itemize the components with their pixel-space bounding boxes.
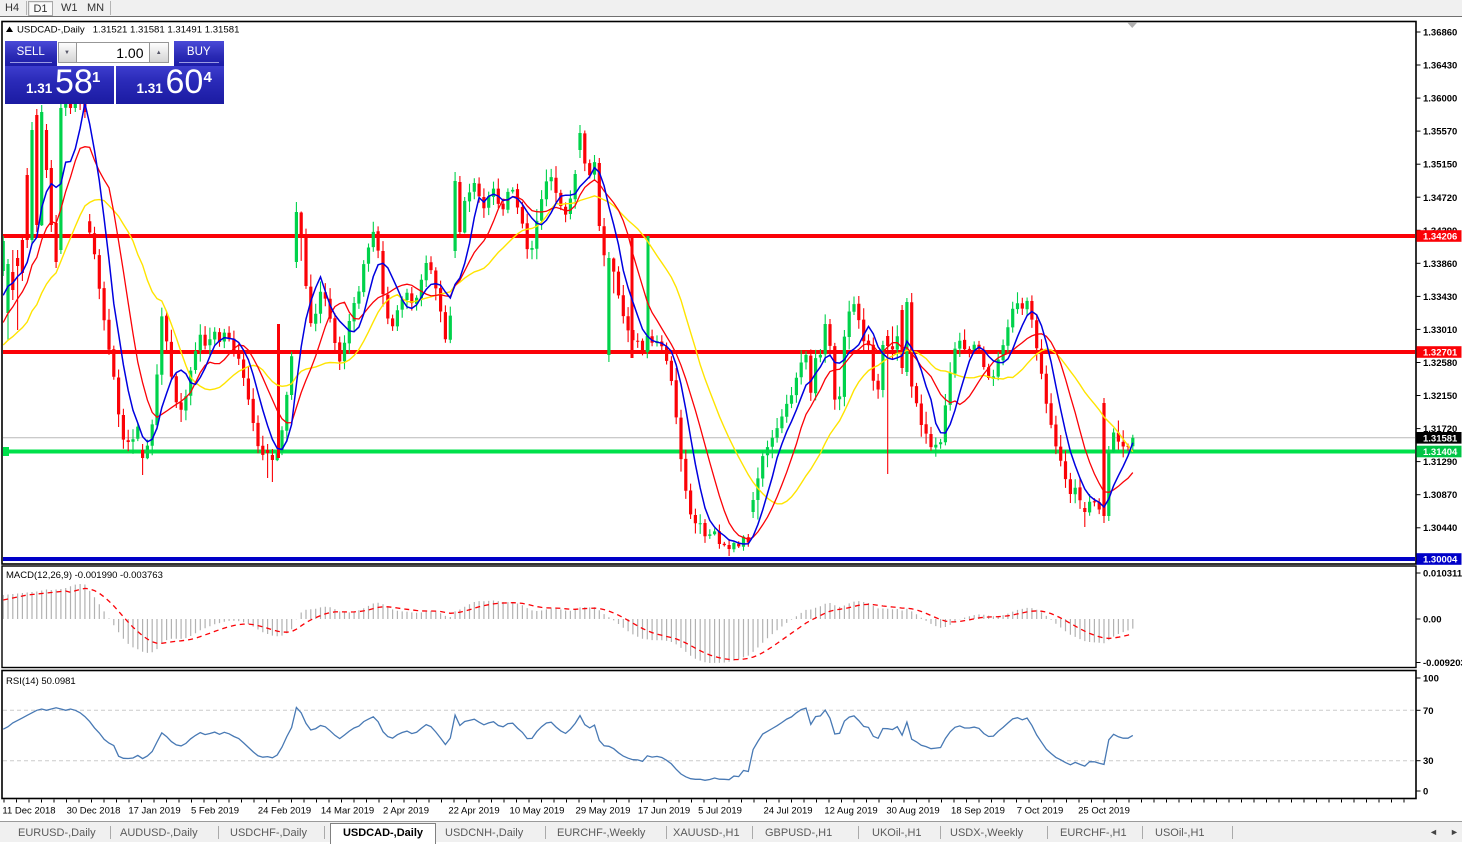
svg-text:MACD(12,26,9) -0.001990 -0.003: MACD(12,26,9) -0.001990 -0.003763 <box>6 570 163 581</box>
svg-text:0.00: 0.00 <box>1423 615 1442 626</box>
svg-text:30: 30 <box>1423 756 1434 767</box>
svg-text:24 Feb 2019: 24 Feb 2019 <box>258 806 311 817</box>
svg-text:100: 100 <box>1423 674 1439 685</box>
svg-text:1.32701: 1.32701 <box>1423 348 1458 359</box>
svg-text:17 Jan 2019: 17 Jan 2019 <box>128 806 180 817</box>
svg-text:USDCAD-,Daily 1.31521 1.3158: USDCAD-,Daily 1.31521 1.31581 1.31491 1.… <box>17 25 239 36</box>
svg-text:1.34206: 1.34206 <box>1423 232 1457 243</box>
svg-text:1.31290: 1.31290 <box>1423 457 1457 468</box>
svg-text:1.33010: 1.33010 <box>1423 325 1457 336</box>
svg-text:1.31720: 1.31720 <box>1423 424 1457 435</box>
svg-text:0.010311: 0.010311 <box>1423 569 1462 580</box>
svg-text:70: 70 <box>1423 706 1434 717</box>
svg-text:1.33860: 1.33860 <box>1423 259 1457 270</box>
svg-text:2 Apr 2019: 2 Apr 2019 <box>383 806 429 817</box>
svg-text:1.36860: 1.36860 <box>1423 28 1457 39</box>
svg-text:30 Dec 2018: 30 Dec 2018 <box>67 806 121 817</box>
svg-text:1.35570: 1.35570 <box>1423 127 1457 138</box>
svg-text:17 Jun 2019: 17 Jun 2019 <box>638 806 690 817</box>
svg-text:29 May 2019: 29 May 2019 <box>576 806 631 817</box>
svg-text:10 May 2019: 10 May 2019 <box>510 806 565 817</box>
svg-text:0: 0 <box>1423 787 1428 798</box>
svg-text:5 Jul 2019: 5 Jul 2019 <box>698 806 742 817</box>
svg-text:-0.0092033: -0.0092033 <box>1423 658 1462 669</box>
svg-text:22 Apr 2019: 22 Apr 2019 <box>448 806 499 817</box>
svg-text:1.30004: 1.30004 <box>1423 555 1458 566</box>
svg-text:1.31581: 1.31581 <box>1423 433 1458 444</box>
svg-text:1.36430: 1.36430 <box>1423 61 1457 72</box>
svg-text:1.35150: 1.35150 <box>1423 160 1457 171</box>
svg-text:1.32150: 1.32150 <box>1423 391 1457 402</box>
svg-text:30 Aug 2019: 30 Aug 2019 <box>886 806 939 817</box>
svg-text:1.32580: 1.32580 <box>1423 358 1457 369</box>
svg-text:1.31404: 1.31404 <box>1423 447 1458 458</box>
svg-text:14 Mar 2019: 14 Mar 2019 <box>321 806 374 817</box>
svg-text:5 Feb 2019: 5 Feb 2019 <box>191 806 239 817</box>
svg-text:11 Dec 2018: 11 Dec 2018 <box>2 806 55 817</box>
svg-text:18 Sep 2019: 18 Sep 2019 <box>951 806 1005 817</box>
svg-text:24 Jul 2019: 24 Jul 2019 <box>763 806 812 817</box>
svg-text:1.30440: 1.30440 <box>1423 523 1457 534</box>
svg-text:RSI(14) 50.0981: RSI(14) 50.0981 <box>6 676 76 687</box>
svg-text:7 Oct 2019: 7 Oct 2019 <box>1017 806 1063 817</box>
svg-text:25 Oct 2019: 25 Oct 2019 <box>1078 806 1130 817</box>
svg-text:12 Aug 2019: 12 Aug 2019 <box>824 806 877 817</box>
svg-text:1.30870: 1.30870 <box>1423 490 1457 501</box>
svg-text:1.34720: 1.34720 <box>1423 193 1457 204</box>
svg-text:1.33430: 1.33430 <box>1423 292 1457 303</box>
svg-text:1.36000: 1.36000 <box>1423 94 1457 105</box>
